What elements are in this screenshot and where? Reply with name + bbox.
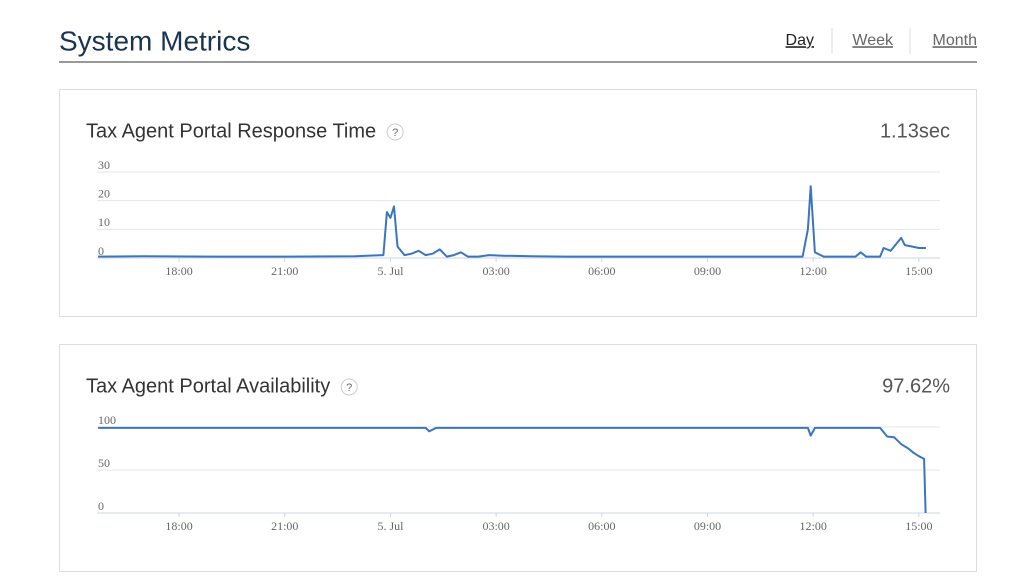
x-tick-label: 15:00 bbox=[905, 264, 932, 278]
x-tick-label: 21:00 bbox=[271, 519, 298, 533]
y-tick-label: 0 bbox=[98, 499, 104, 513]
x-tick-label: 09:00 bbox=[694, 264, 721, 278]
panel bbox=[59, 344, 977, 572]
tab[interactable]: Month bbox=[933, 32, 977, 49]
y-tick-label: 20 bbox=[98, 186, 110, 200]
chart-title: Tax Agent Portal Response Time bbox=[86, 120, 376, 142]
x-tick-label: 15:00 bbox=[905, 519, 932, 533]
help-icon[interactable] bbox=[340, 378, 358, 396]
tab[interactable]: Week bbox=[852, 32, 894, 49]
y-tick-label: 10 bbox=[98, 215, 110, 229]
panel bbox=[59, 89, 977, 317]
x-tick-label: 18:00 bbox=[165, 519, 192, 533]
y-tick-label: 50 bbox=[98, 456, 110, 470]
x-tick-label: 06:00 bbox=[588, 519, 615, 533]
page-title: System Metrics bbox=[59, 25, 250, 56]
tab[interactable]: Day bbox=[786, 32, 814, 49]
x-tick-label: 06:00 bbox=[588, 264, 615, 278]
help-icon[interactable] bbox=[386, 123, 404, 141]
series-line bbox=[98, 426, 927, 514]
x-tick-label: 12:00 bbox=[800, 519, 827, 533]
current-value: 97.62% bbox=[882, 375, 950, 397]
x-tick-label: 03:00 bbox=[482, 519, 509, 533]
x-tick-label: 5. Jul bbox=[377, 519, 404, 533]
y-tick-label: 30 bbox=[98, 158, 110, 172]
x-tick-label: 09:00 bbox=[694, 519, 721, 533]
current-value: 1.13sec bbox=[880, 120, 950, 142]
chart-title: Tax Agent Portal Availability bbox=[86, 375, 330, 397]
x-tick-label: 5. Jul bbox=[377, 264, 404, 278]
help-icon-text[interactable]: ? bbox=[392, 127, 398, 139]
y-tick-label: 0 bbox=[98, 244, 104, 258]
help-icon-text[interactable]: ? bbox=[346, 382, 352, 394]
y-tick-label: 100 bbox=[98, 413, 116, 427]
series-line bbox=[98, 185, 926, 258]
x-tick-label: 03:00 bbox=[482, 264, 509, 278]
x-tick-label: 18:00 bbox=[165, 264, 192, 278]
x-tick-label: 21:00 bbox=[271, 264, 298, 278]
x-tick-label: 12:00 bbox=[800, 264, 827, 278]
